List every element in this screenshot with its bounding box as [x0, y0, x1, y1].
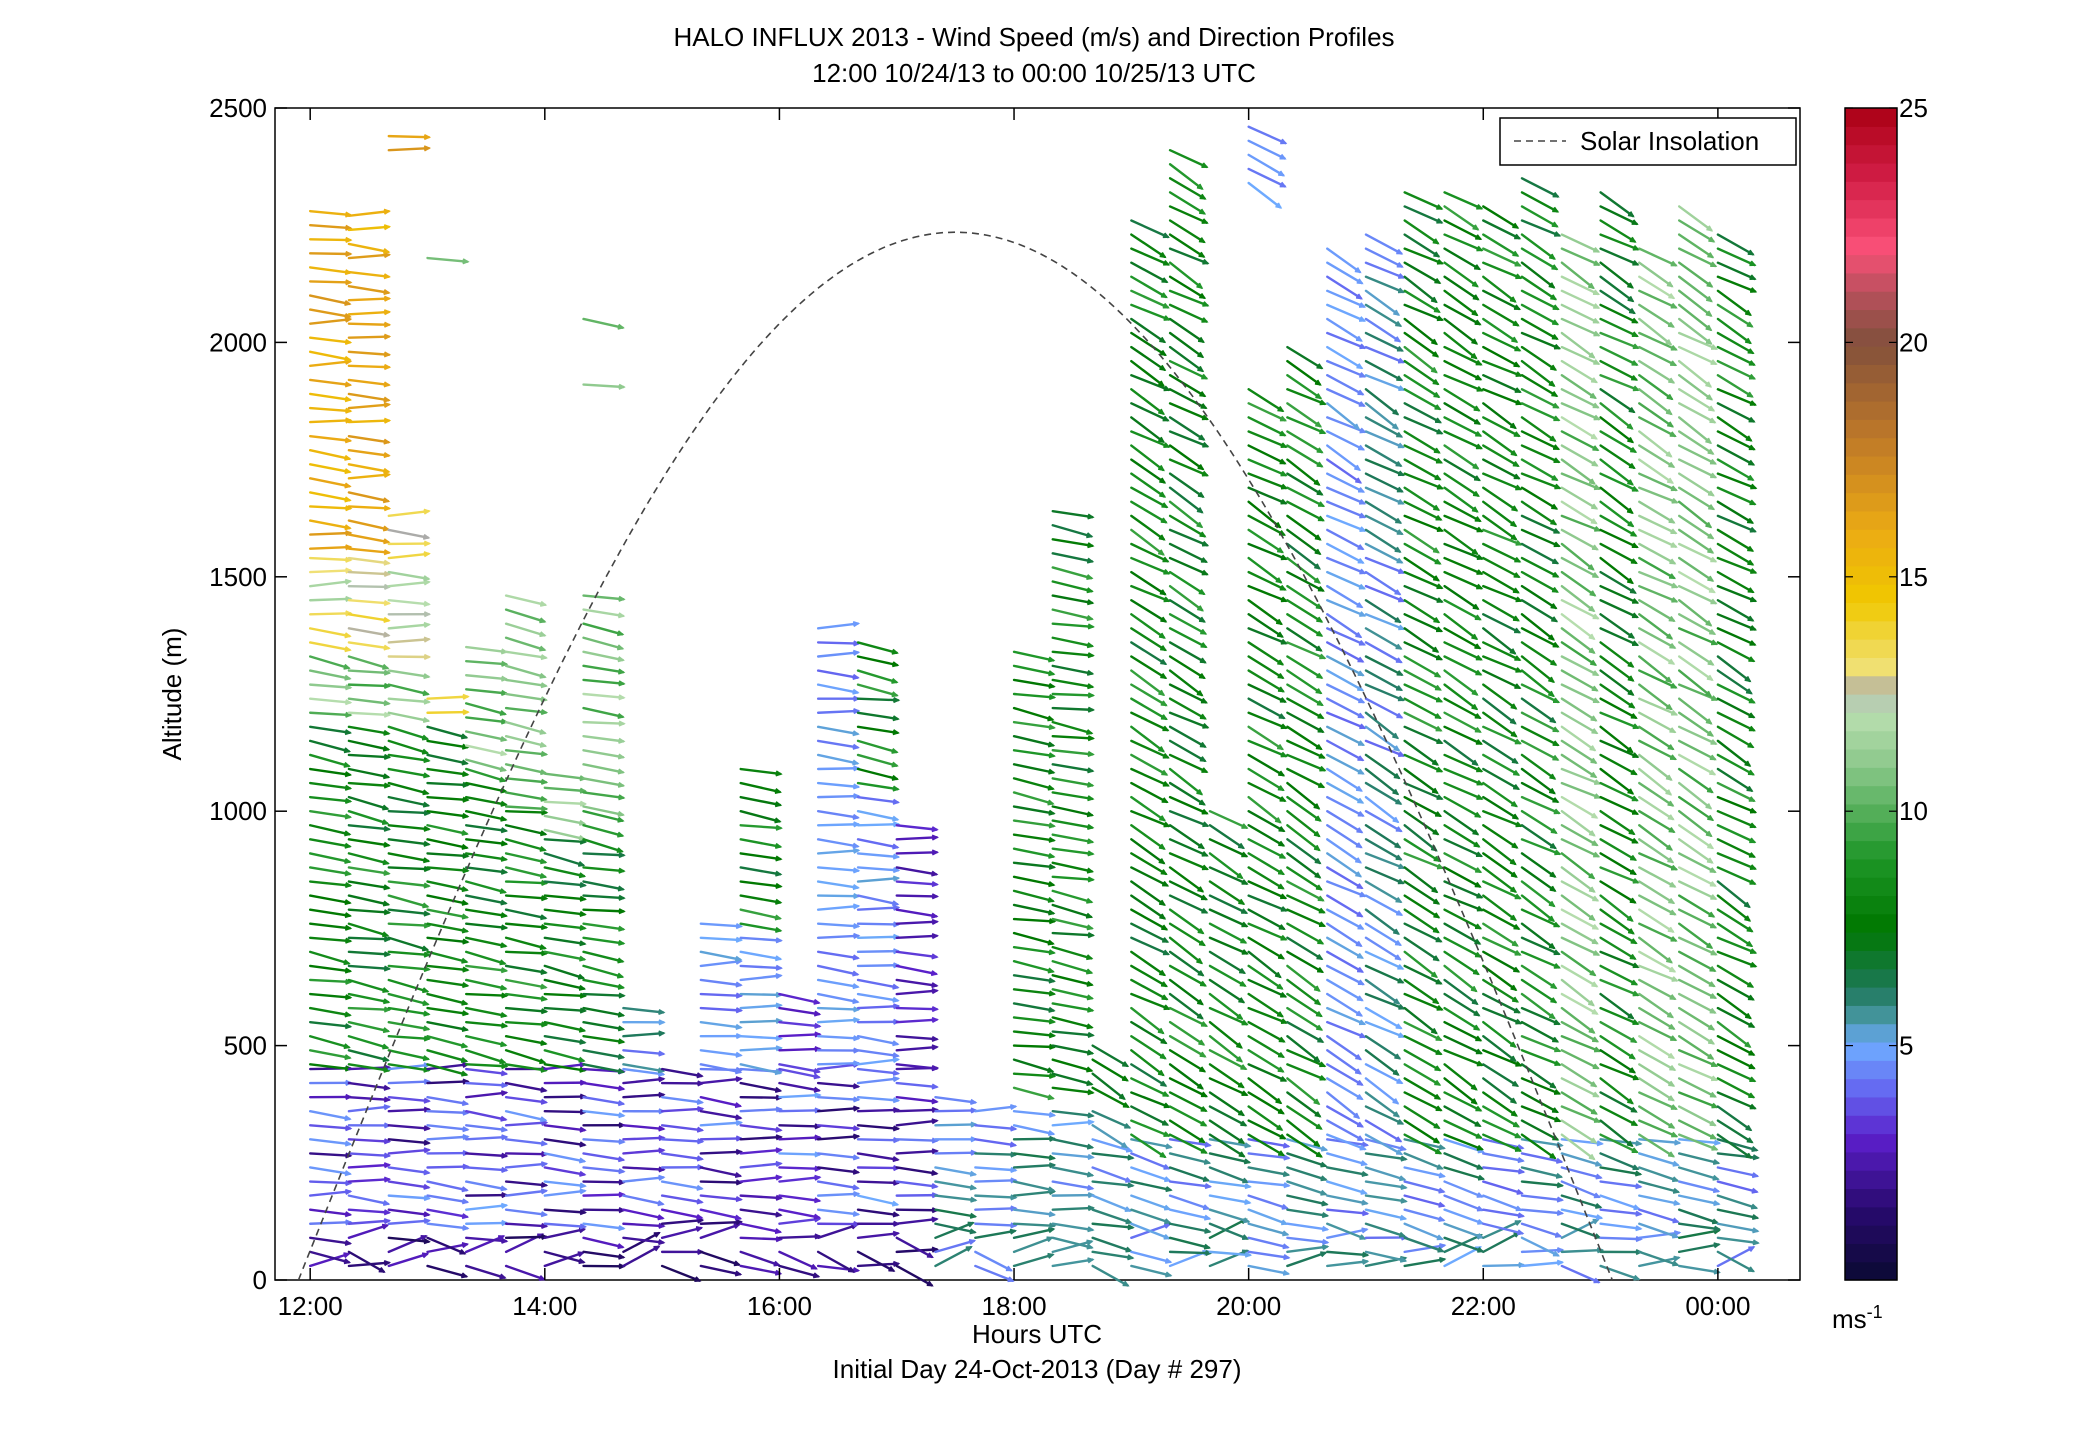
- wind-arrow-shaft: [310, 570, 350, 572]
- chart-subtitle: 12:00 10/24/13 to 00:00 10/25/13 UTC: [812, 58, 1256, 88]
- wind-arrow-shaft: [349, 337, 389, 338]
- wind-arrow-shaft: [897, 896, 937, 897]
- wind-arrow-shaft: [935, 1124, 975, 1125]
- wind-arrow-shaft: [858, 1167, 898, 1168]
- wind-arrow-shaft: [428, 712, 468, 713]
- wind-arrow-shaft: [858, 951, 898, 952]
- wind-arrow-shaft: [858, 1182, 898, 1183]
- wind-arrow-shaft: [310, 1222, 350, 1224]
- wind-arrow-shaft: [858, 924, 898, 925]
- wind-arrow-shaft: [349, 324, 389, 325]
- wind-arrow-shaft: [310, 239, 350, 240]
- wind-arrow-shaft: [506, 952, 546, 954]
- wind-arrow-shaft: [741, 1097, 781, 1098]
- wind-arrow-shaft: [389, 136, 429, 137]
- wind-arrow-shaft: [897, 1210, 937, 1211]
- wind-arrow-shaft: [428, 1081, 468, 1083]
- wind-arrow-shaft: [506, 1237, 546, 1238]
- wind-arrow-shaft: [818, 796, 858, 797]
- wind-arrow-shaft: [818, 1063, 858, 1064]
- wind-arrow-shaft: [310, 1182, 350, 1184]
- wind-arrow-shaft: [1483, 1265, 1523, 1266]
- wind-arrow-shaft: [466, 1223, 506, 1224]
- wind-arrow-shaft: [349, 421, 389, 423]
- wind-arrow-shaft: [779, 1167, 819, 1168]
- wind-arrow-shaft: [818, 896, 858, 897]
- wind-arrow-shaft: [310, 599, 350, 600]
- wind-arrow-shaft: [1014, 1139, 1054, 1140]
- wind-arrow-shaft: [1053, 694, 1093, 695]
- wind-arrow-shaft: [897, 1008, 937, 1009]
- wind-arrow-shaft: [741, 1238, 781, 1240]
- wind-arrow-shaft: [349, 1008, 389, 1010]
- wind-arrow-shaft: [389, 1082, 429, 1084]
- wind-arrow-shaft: [310, 547, 350, 549]
- chart-title: HALO INFLUX 2013 - Wind Speed (m/s) and …: [673, 22, 1394, 52]
- wind-arrow-shaft: [310, 533, 350, 535]
- wind-arrow-shaft: [466, 1195, 506, 1196]
- wind-arrow-shaft: [818, 824, 858, 825]
- wind-arrow-shaft: [779, 1236, 819, 1237]
- wind-arrow-shaft: [975, 1153, 1015, 1154]
- wind-arrow-shaft: [858, 699, 898, 701]
- wind-arrow-shaft: [741, 1021, 781, 1022]
- wind-arrow-shaft: [584, 994, 624, 996]
- wind-arrow-shaft: [310, 613, 350, 614]
- wind-arrow-shaft: [1170, 1252, 1210, 1253]
- wind-arrow-shaft: [741, 994, 781, 995]
- wind-arrow-shaft: [389, 656, 429, 657]
- wind-arrow-shaft: [858, 824, 898, 825]
- wind-arrow-shaft: [428, 1167, 468, 1168]
- wind-arrow-shaft: [818, 642, 858, 643]
- wind-arrow-shaft: [545, 1097, 585, 1098]
- wind-arrow-shaft: [897, 1110, 937, 1111]
- wind-arrow-shaft: [897, 852, 937, 853]
- wind-arrow-shaft: [858, 1139, 898, 1140]
- wind-arrow-shaft: [935, 1153, 975, 1154]
- wind-arrow-shaft: [506, 882, 546, 884]
- wind-arrow-shaft: [818, 1008, 858, 1009]
- wind-arrow-shaft: [1014, 1046, 1054, 1047]
- wind-arrow-shaft: [701, 1152, 741, 1154]
- wind-arrow-shaft: [701, 1138, 741, 1139]
- wind-arrow-shaft: [779, 1049, 819, 1050]
- wind-arrow-shaft: [506, 1153, 546, 1154]
- wind-arrow-shaft: [818, 768, 858, 769]
- wind-arrow-shaft: [858, 937, 898, 938]
- wind-arrow-shaft: [466, 994, 506, 996]
- wind-arrow-shaft: [701, 1182, 741, 1183]
- wind-arrow-shaft: [349, 685, 389, 686]
- wind-arrow-shaft: [975, 1208, 1015, 1209]
- wind-arrow-shaft: [428, 1111, 468, 1113]
- wind-arrow-shaft: [584, 722, 624, 724]
- wind-arrow-shaft: [349, 366, 389, 367]
- wind-arrow-shaft: [897, 1139, 937, 1140]
- wind-arrow-shaft: [779, 1125, 819, 1126]
- wind-arrow-shaft: [975, 1180, 1015, 1181]
- wind-arrow-shaft: [1053, 1195, 1093, 1196]
- wind-arrow-shaft: [584, 1182, 624, 1183]
- wind-arrow-shaft: [310, 253, 350, 254]
- wind-arrow-shaft: [310, 281, 350, 282]
- wind-arrow-shaft: [779, 1110, 819, 1111]
- wind-arrow-shaft: [506, 811, 546, 812]
- wind-arrow-shaft: [349, 586, 389, 587]
- wind-arrow-shaft: [858, 1110, 898, 1111]
- wind-arrow-shaft: [935, 1110, 975, 1111]
- wind-arrow-shaft: [858, 965, 898, 966]
- wind-arrow-shaft: [584, 1195, 624, 1196]
- wind-arrow-shaft: [349, 299, 389, 301]
- wind-arrow-shaft: [779, 1153, 819, 1154]
- wind-arrow-shaft: [545, 1111, 585, 1112]
- wind-arrow-shaft: [623, 1138, 663, 1140]
- wind-arrow-shaft: [349, 938, 389, 940]
